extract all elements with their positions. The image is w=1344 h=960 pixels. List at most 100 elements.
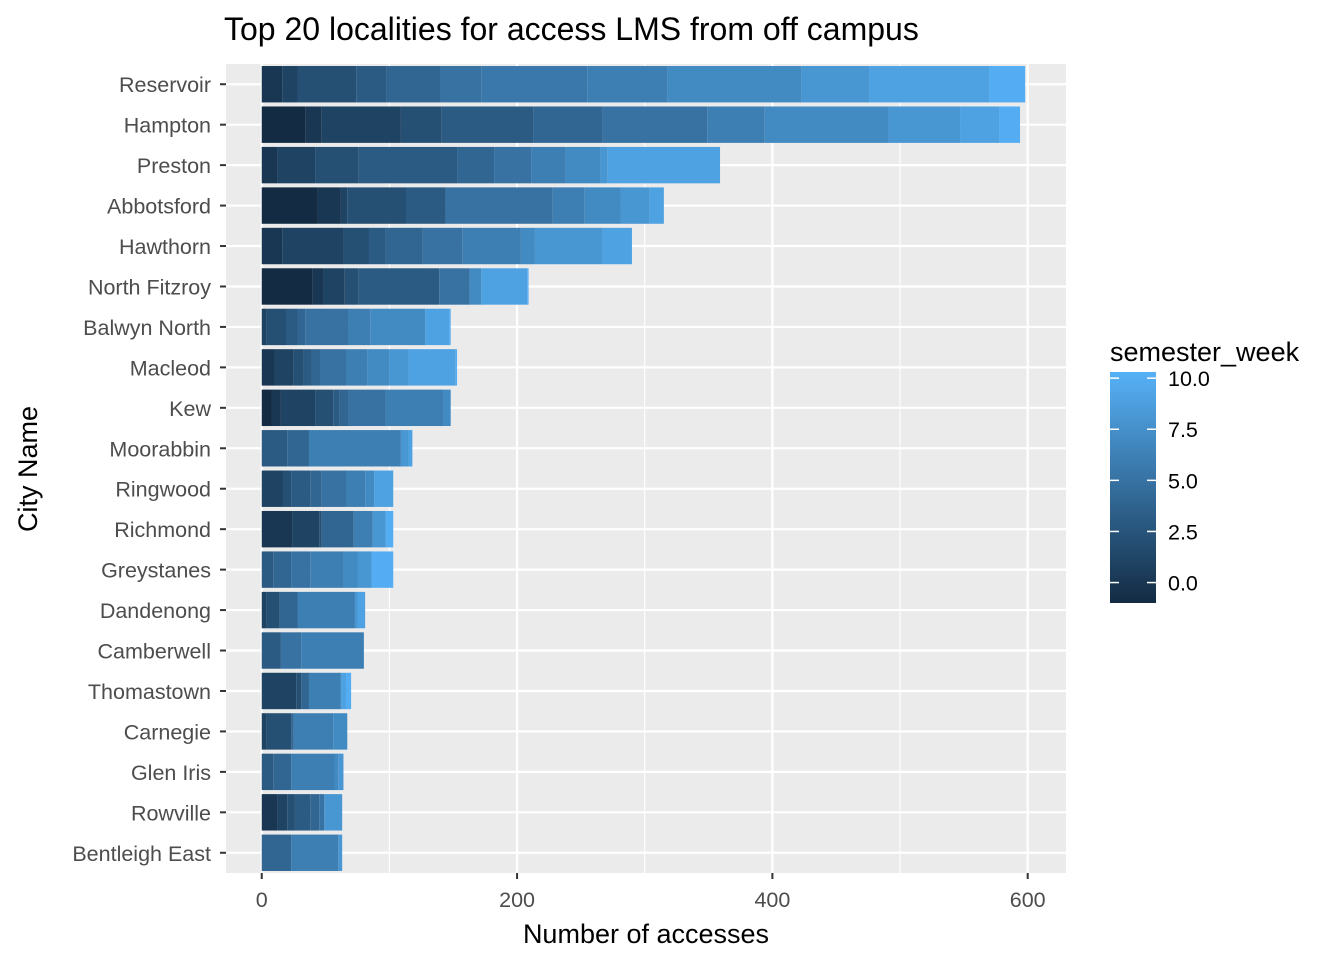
bar-segment: [620, 187, 650, 224]
bar-rowville: [261, 794, 343, 831]
bar-segment: [370, 308, 426, 346]
bar-segment: [389, 349, 409, 386]
chart-title: Top 20 localities for access LMS from of…: [224, 11, 919, 47]
bar-segment: [282, 227, 344, 265]
bar-segment: [552, 187, 585, 224]
y-tick-label: Carnegie: [124, 720, 211, 744]
bar-segment: [293, 713, 334, 750]
y-tick-label: Thomastown: [88, 680, 211, 704]
y-tick-label: Kew: [169, 397, 211, 421]
y-tick-label: Richmond: [114, 518, 211, 542]
bar-segment: [292, 510, 320, 548]
bar-segment: [400, 430, 409, 467]
y-tick-label: Bentleigh East: [72, 842, 211, 866]
bar-segment: [291, 834, 339, 871]
y-tick-label: North Fitzroy: [88, 275, 211, 299]
bar-hampton: [261, 106, 1021, 143]
bar-segment: [385, 510, 394, 548]
bar-segment: [305, 308, 349, 346]
bar-segment: [343, 551, 358, 588]
bar-segment: [261, 66, 283, 103]
bar-segment: [667, 66, 802, 103]
bar-segment: [321, 106, 401, 143]
bar-segment: [439, 268, 470, 305]
bar-segment: [587, 66, 668, 103]
bar-segment: [266, 591, 280, 629]
bar-segment: [357, 591, 366, 629]
bar-segment: [261, 632, 281, 669]
bar-segment: [449, 308, 451, 346]
bar-segment: [406, 187, 446, 224]
bar-segment: [348, 308, 371, 346]
bar-segment: [261, 794, 278, 831]
y-tick-label: Ringwood: [115, 478, 211, 502]
bar-segment: [277, 794, 288, 831]
bar-segment: [457, 146, 495, 184]
bar-segment: [261, 753, 274, 791]
bar-segment: [303, 349, 312, 386]
y-tick-label: Rowville: [131, 801, 211, 825]
bar-segment: [261, 834, 292, 871]
bar-segment: [261, 227, 283, 265]
bar-segment: [340, 187, 348, 224]
bar-segment: [600, 146, 608, 184]
legend-tick-label: 5.0: [1168, 469, 1198, 493]
bar-segment: [324, 794, 343, 831]
bar-segment: [274, 349, 294, 386]
y-tick-label: Reservoir: [119, 73, 211, 97]
bar-segment: [311, 349, 321, 386]
y-tick-label: Hampton: [124, 114, 211, 138]
x-tick-label: 400: [754, 888, 790, 912]
bar-segment: [440, 66, 482, 103]
bar-richmond: [261, 510, 394, 548]
y-tick-label: Abbotsford: [107, 195, 211, 219]
bar-segment: [310, 551, 344, 588]
bar-segment: [346, 672, 352, 710]
bar-segment: [344, 268, 359, 305]
bar-segment: [266, 713, 292, 750]
y-axis-title: City Name: [13, 406, 43, 532]
bar-segment: [347, 187, 406, 224]
bar-segment: [999, 106, 1021, 143]
bar-segment: [385, 389, 444, 427]
bar-segment: [297, 66, 357, 103]
bar-segment: [310, 470, 322, 507]
bar-segment: [408, 349, 456, 386]
bar-bentleigh-east: [261, 834, 343, 871]
y-tick-label: Macleod: [130, 356, 211, 380]
legend-colorbar: [1110, 372, 1156, 603]
bar-kew: [261, 389, 451, 427]
bar-segment: [333, 389, 340, 427]
bar-segment: [374, 470, 394, 507]
x-tick-label: 200: [499, 888, 535, 912]
bar-moorabbin: [261, 430, 413, 467]
bar-abbotsford: [261, 187, 664, 224]
bar-segment: [315, 146, 359, 184]
bar-segment: [317, 187, 341, 224]
bar-segment: [801, 66, 870, 103]
bar-segment: [365, 470, 375, 507]
bar-dandenong: [261, 591, 366, 629]
bar-segment: [321, 510, 354, 548]
bar-segment: [531, 146, 566, 184]
bar-segment: [338, 834, 343, 871]
bar-segment: [287, 430, 309, 467]
y-tick-label: Camberwell: [97, 640, 211, 664]
bar-segment: [305, 106, 322, 143]
bar-segment: [960, 106, 1000, 143]
bar-segment: [534, 227, 603, 265]
bar-segment: [445, 187, 553, 224]
bar-camberwell: [261, 632, 364, 669]
bar-segment: [323, 268, 345, 305]
bar-segment: [707, 106, 765, 143]
bar-segment: [261, 389, 272, 427]
bar-segment: [343, 227, 369, 265]
bar-segment: [279, 591, 298, 629]
bars: [261, 66, 1026, 871]
bar-segment: [286, 308, 298, 346]
bar-segment: [481, 268, 528, 305]
y-tick-label: Moorabbin: [109, 437, 211, 461]
bar-segment: [348, 389, 386, 427]
bar-segment: [261, 106, 306, 143]
x-axis: 0 200 400 600: [256, 873, 1046, 912]
